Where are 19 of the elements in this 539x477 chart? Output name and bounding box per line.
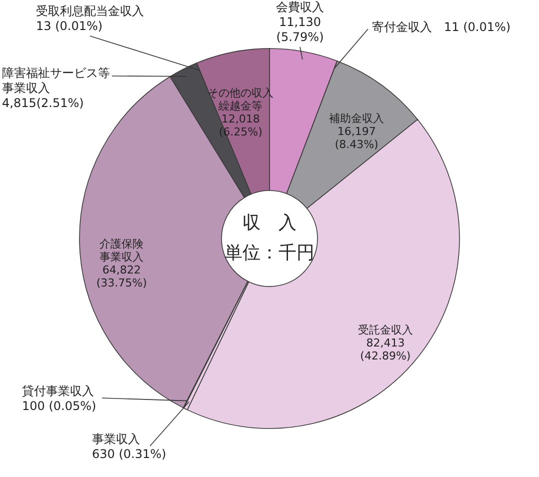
- data-label: 100 (0.05%): [22, 399, 96, 413]
- slice-label: 会費収入: [276, 0, 324, 14]
- data-label: 64,822 (33.75%): [96, 263, 147, 290]
- slice-label: 補助金収入: [329, 112, 384, 125]
- text: 単位：千円: [224, 242, 314, 264]
- slice-label: 受取利息配当金収入: [36, 4, 144, 18]
- data-label: 82,413 (42.89%): [360, 336, 411, 362]
- slice-label: 貸付事業収入: [22, 384, 94, 398]
- data-label: 630 (0.31%): [92, 447, 166, 461]
- data-label: 16,197 (8.43%): [334, 124, 378, 151]
- slice-label: 受託金収入: [358, 323, 413, 336]
- slice-label: 事業収入: [92, 432, 140, 446]
- data-label: 4,815(2.51%): [2, 96, 84, 110]
- slice-label: 介護保険事業収入: [100, 237, 144, 264]
- text: 収 入: [242, 212, 296, 234]
- slice-label: 障害福祉サービス等事業収入: [2, 66, 110, 95]
- data-label: 13 (0.01%): [36, 19, 103, 33]
- data-label: 11,130 (5.79%): [276, 15, 324, 44]
- slice-label: 寄付金収入 11 (0.01%): [372, 20, 511, 34]
